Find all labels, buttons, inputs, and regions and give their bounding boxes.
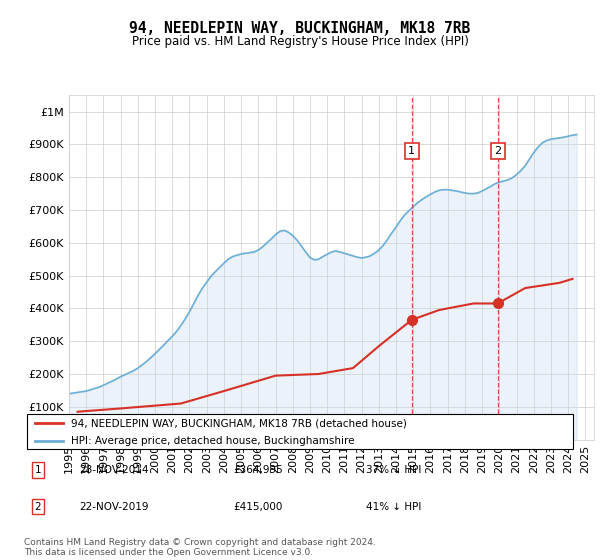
Text: 2: 2 bbox=[34, 502, 41, 511]
Text: 28-NOV-2014: 28-NOV-2014 bbox=[79, 465, 149, 475]
Text: 2: 2 bbox=[494, 146, 501, 156]
Text: 1: 1 bbox=[408, 146, 415, 156]
Text: 37% ↓ HPI: 37% ↓ HPI bbox=[366, 465, 422, 475]
FancyBboxPatch shape bbox=[27, 414, 573, 449]
Text: Price paid vs. HM Land Registry's House Price Index (HPI): Price paid vs. HM Land Registry's House … bbox=[131, 35, 469, 48]
Text: 1: 1 bbox=[34, 465, 41, 475]
Text: 94, NEEDLEPIN WAY, BUCKINGHAM, MK18 7RB: 94, NEEDLEPIN WAY, BUCKINGHAM, MK18 7RB bbox=[130, 21, 470, 36]
Text: £415,000: £415,000 bbox=[234, 502, 283, 511]
Text: 22-NOV-2019: 22-NOV-2019 bbox=[79, 502, 149, 511]
Text: Contains HM Land Registry data © Crown copyright and database right 2024.
This d: Contains HM Land Registry data © Crown c… bbox=[24, 538, 376, 557]
Text: £364,995: £364,995 bbox=[234, 465, 284, 475]
Text: HPI: Average price, detached house, Buckinghamshire: HPI: Average price, detached house, Buck… bbox=[71, 436, 355, 446]
Text: 41% ↓ HPI: 41% ↓ HPI bbox=[366, 502, 422, 511]
Text: 94, NEEDLEPIN WAY, BUCKINGHAM, MK18 7RB (detached house): 94, NEEDLEPIN WAY, BUCKINGHAM, MK18 7RB … bbox=[71, 418, 407, 428]
